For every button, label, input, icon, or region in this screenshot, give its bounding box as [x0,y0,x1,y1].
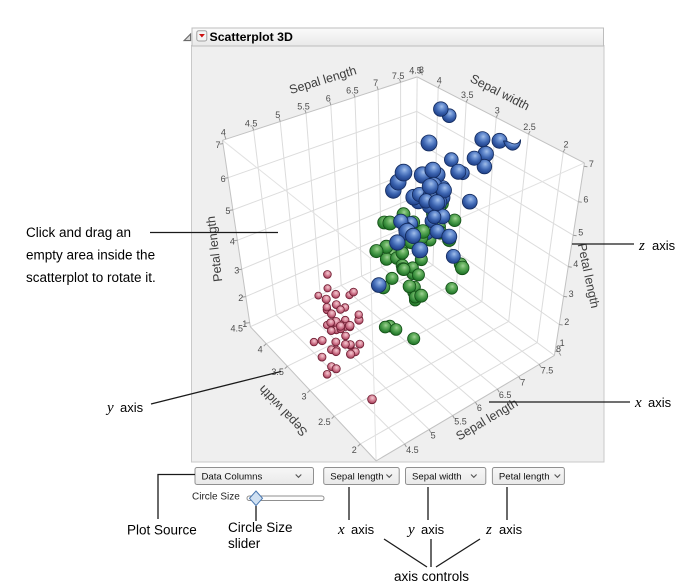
svg-text:axis: axis [120,400,144,415]
svg-text:8: 8 [556,344,561,354]
svg-text:axis: axis [351,522,375,537]
svg-text:3: 3 [495,105,500,115]
svg-text:4: 4 [437,76,442,86]
svg-text:x: x [337,522,345,538]
svg-text:4: 4 [573,259,578,269]
svg-text:slider: slider [228,536,261,551]
svg-text:axis controls: axis controls [394,569,469,584]
svg-text:7: 7 [373,78,378,88]
svg-text:7: 7 [520,378,525,388]
svg-text:2.5: 2.5 [318,417,331,427]
svg-text:7.5: 7.5 [392,71,405,81]
svg-text:Sepal length: Sepal length [330,472,383,483]
svg-text:3: 3 [569,289,574,299]
svg-text:4.5: 4.5 [245,119,258,129]
svg-text:2: 2 [352,445,357,455]
svg-text:axis: axis [499,522,523,537]
svg-text:6.5: 6.5 [499,390,512,400]
svg-text:5: 5 [578,228,583,238]
svg-text:y: y [105,400,114,416]
svg-text:Data Columns: Data Columns [202,472,263,483]
svg-text:2: 2 [563,140,568,150]
svg-text:axis: axis [648,395,672,410]
svg-text:7: 7 [589,159,594,169]
svg-text:6: 6 [477,403,482,413]
svg-text:5: 5 [275,110,280,120]
svg-text:Circle Size: Circle Size [228,520,293,535]
svg-text:4: 4 [258,345,263,355]
svg-text:y: y [406,522,415,538]
svg-text:5.5: 5.5 [297,102,310,112]
svg-text:2.5: 2.5 [523,122,536,132]
svg-text:8: 8 [419,65,424,75]
svg-text:axis: axis [652,238,676,253]
svg-text:6: 6 [583,194,588,204]
svg-text:5.5: 5.5 [454,417,467,427]
svg-text:7: 7 [215,140,220,150]
svg-text:z: z [638,238,645,254]
svg-text:scatterplot to rotate it.: scatterplot to rotate it. [26,270,156,285]
svg-text:5: 5 [225,206,230,216]
svg-text:1: 1 [560,338,565,348]
svg-text:Plot Source: Plot Source [127,523,197,538]
svg-text:4.5: 4.5 [409,65,422,75]
svg-text:Petal length: Petal length [499,472,550,483]
svg-text:2: 2 [238,293,243,303]
svg-text:Click and drag an: Click and drag an [26,225,131,240]
svg-text:4: 4 [221,128,226,138]
svg-text:2: 2 [564,317,569,327]
svg-text:4.5: 4.5 [230,324,243,334]
svg-text:3: 3 [301,391,306,401]
svg-text:4: 4 [230,237,235,247]
svg-text:4.5: 4.5 [406,445,419,455]
svg-text:7.5: 7.5 [541,365,554,375]
svg-text:Scatterplot 3D: Scatterplot 3D [210,30,293,44]
svg-text:z: z [485,522,492,538]
svg-text:Circle Size: Circle Size [192,492,240,503]
svg-text:Sepal width: Sepal width [412,472,462,483]
svg-text:x: x [634,395,642,411]
svg-text:axis: axis [421,522,445,537]
svg-text:5: 5 [431,431,436,441]
svg-text:3: 3 [234,265,239,275]
svg-text:6: 6 [326,94,331,104]
svg-text:6: 6 [221,174,226,184]
svg-text:empty area inside the: empty area inside the [26,248,155,263]
svg-text:3.5: 3.5 [461,90,474,100]
svg-text:6.5: 6.5 [346,86,359,96]
